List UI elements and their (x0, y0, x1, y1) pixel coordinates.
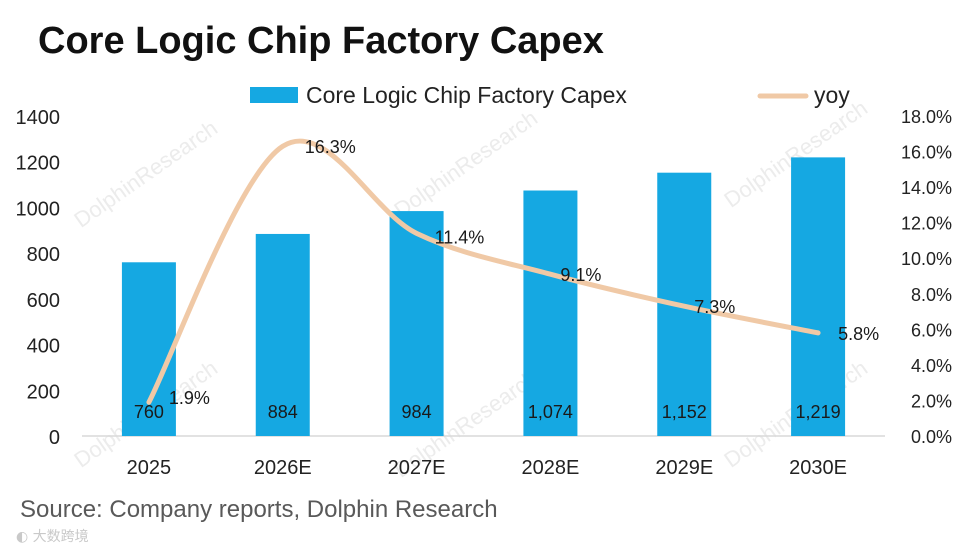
left-axis-tick-label: 1200 (16, 153, 61, 175)
left-axis-tick-label: 1000 (16, 198, 61, 220)
bar-data-label: 984 (402, 402, 432, 422)
right-axis-tick-label: 8.0% (911, 285, 952, 305)
watermark-logo: ◐ 大数跨境 (16, 526, 89, 546)
watermark-layer: DolphinResearch DolphinResearch DolphinRes… (69, 95, 872, 482)
source-note: Source: Company reports, Dolphin Researc… (20, 496, 498, 523)
bar (121, 262, 176, 436)
watermark-logo-icon: ◐ (16, 529, 33, 545)
legend-line-label: yoy (814, 82, 850, 108)
bar-data-label: 1,219 (796, 402, 841, 422)
right-axis-tick-label: 18.0% (901, 107, 952, 127)
watermark-text: DolphinResearch (389, 105, 542, 222)
left-axis-tick-label: 600 (27, 290, 60, 312)
bar-data-label: 884 (268, 402, 298, 422)
left-axis-tick-label: 0 (49, 427, 60, 449)
watermark-logo-text: 大数跨境 (32, 529, 89, 545)
x-axis-tick-label: 2028E (521, 457, 579, 479)
x-axis-tick-label: 2026E (254, 457, 312, 479)
legend-bar-swatch (250, 87, 298, 103)
right-axis-tick-label: 10.0% (901, 249, 952, 269)
bar-data-label: 1,074 (528, 402, 573, 422)
right-axis-tick-label: 16.0% (901, 143, 952, 163)
right-axis-tick-label: 4.0% (911, 356, 952, 376)
yoy-data-label: 7.3% (694, 297, 735, 317)
yoy-data-label: 11.4% (435, 227, 485, 247)
yoy-line (146, 138, 821, 405)
right-axis-tick-label: 2.0% (911, 391, 952, 411)
labels-layer: 760 884 984 1,074 1,152 1,219 1.9% 16.3% 11.4% 9.… (134, 137, 879, 422)
yoy-data-label: 1.9% (169, 388, 210, 408)
chart-title: Core Logic Chip Factory Capex (38, 20, 604, 62)
x-axis-tick-label: 2027E (388, 457, 446, 479)
left-axis-tick-label: 1400 (16, 107, 61, 129)
bar (523, 190, 578, 436)
bar-data-label: 1,152 (662, 402, 707, 422)
legend: Core Logic Chip Factory Capex yoy (250, 82, 850, 108)
right-axis-tick-label: 6.0% (911, 320, 952, 340)
x-axis-tick-label: 2025 (127, 457, 172, 479)
axes-layer: 0 200 400 600 800 1000 1200 1400 0.0% 2.0% 4.0% 6.0… (16, 107, 953, 479)
right-axis-tick-label: 14.0% (901, 178, 952, 198)
right-axis-tick-label: 12.0% (901, 214, 952, 234)
left-axis-tick-label: 800 (27, 244, 60, 266)
yoy-data-label: 5.8% (838, 324, 879, 344)
left-axis-tick-label: 400 (27, 336, 60, 358)
x-axis-tick-label: 2030E (789, 457, 847, 479)
bar-data-label: 760 (134, 402, 164, 422)
yoy-data-label: 16.3% (305, 137, 356, 157)
watermark-text: DolphinResearch (69, 115, 222, 232)
bar (791, 157, 846, 436)
x-axis-tick-label: 2029E (655, 457, 713, 479)
yoy-data-label: 9.1% (560, 265, 601, 285)
bar (389, 211, 444, 436)
legend-bar-label: Core Logic Chip Factory Capex (306, 82, 627, 108)
bar (255, 233, 310, 436)
line-layer (146, 138, 821, 405)
left-axis-tick-label: 200 (27, 381, 60, 403)
right-axis-tick-label: 0.0% (911, 427, 952, 447)
